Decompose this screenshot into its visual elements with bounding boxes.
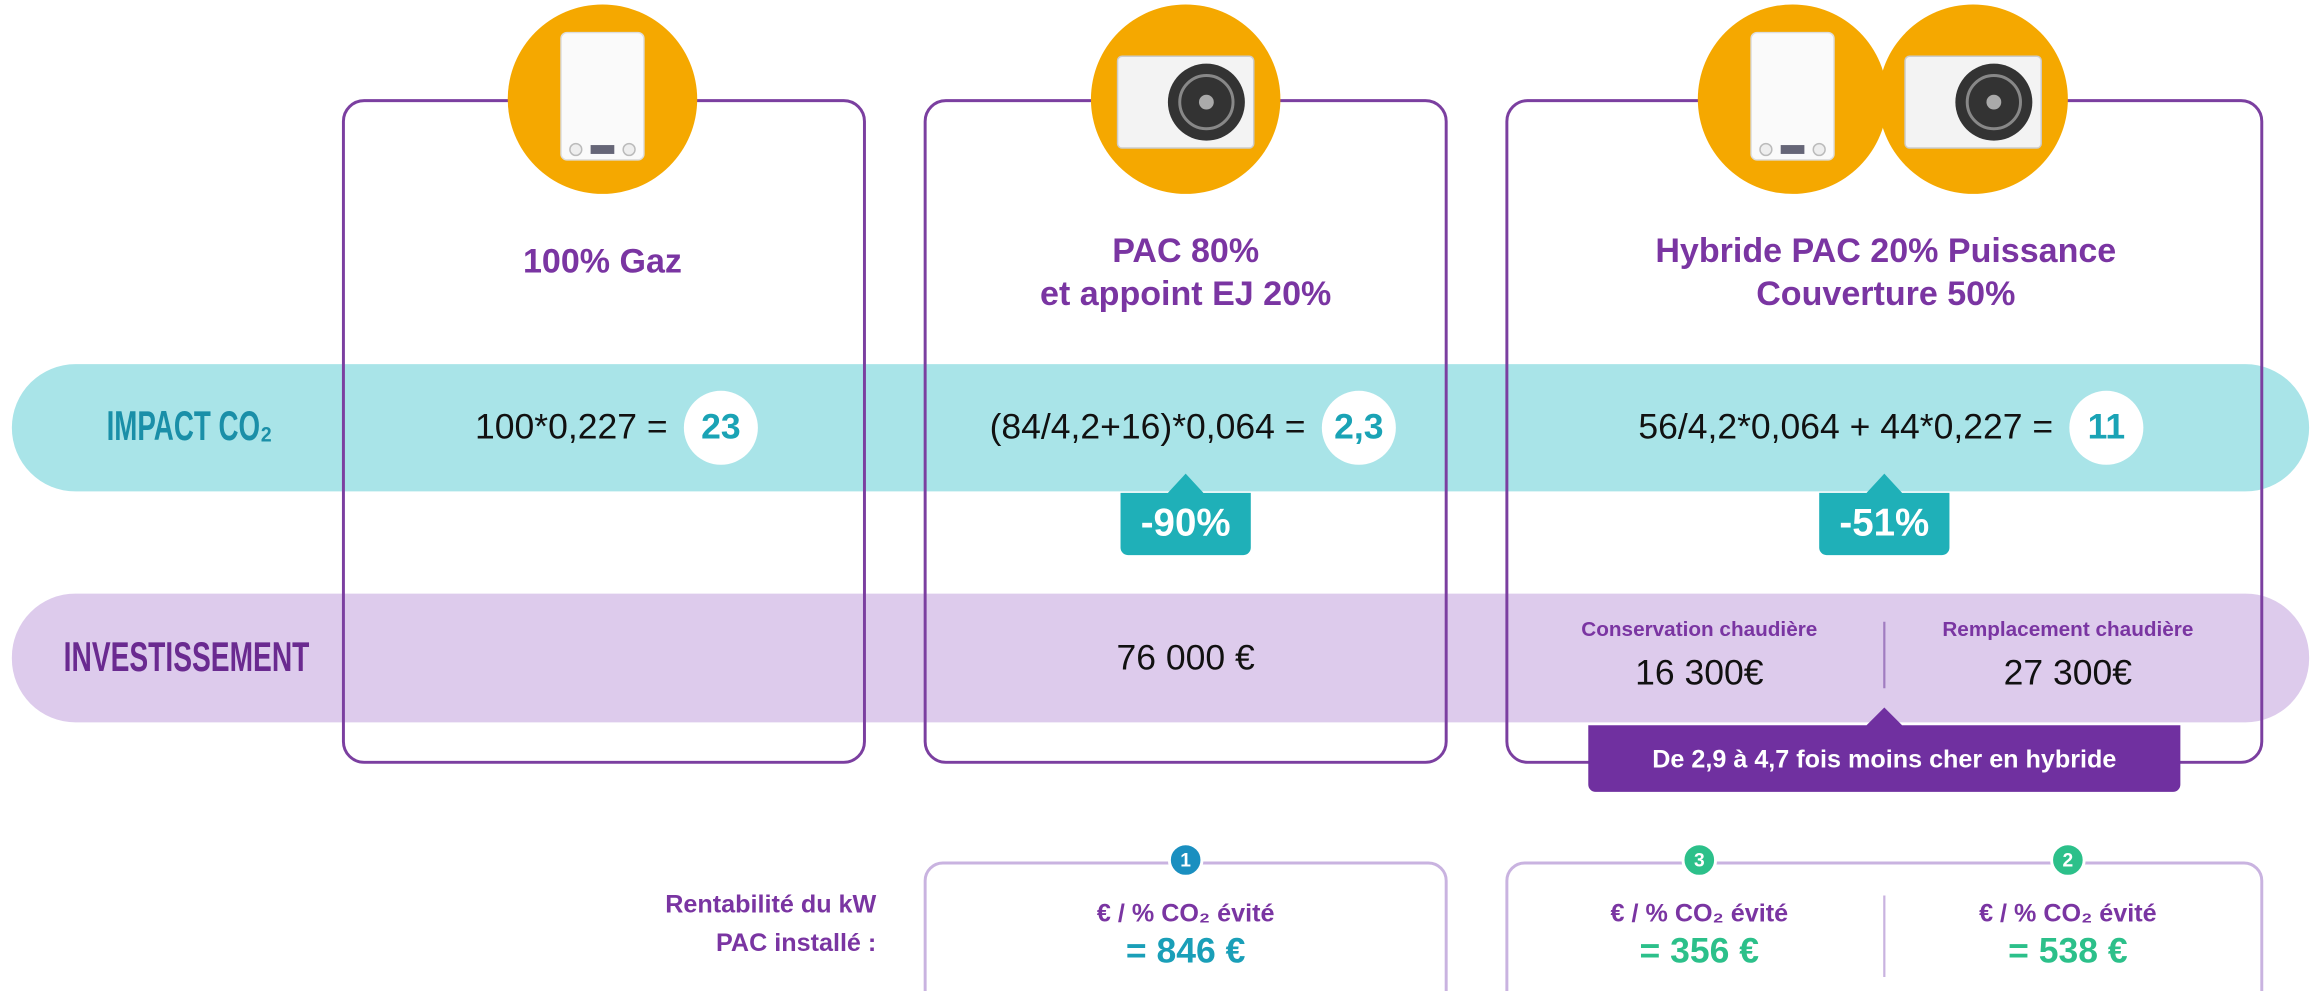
reduction: -90% (1141, 502, 1231, 545)
investment: 76 000 € (1117, 638, 1255, 678)
column-title: Hybride PAC 20% Puissance (1655, 232, 2116, 270)
boiler-display (1780, 145, 1805, 154)
rank-circle (1167, 842, 1204, 878)
rentability-box (1505, 861, 2264, 991)
rank: 3 (1694, 851, 1705, 872)
boiler-knob (569, 142, 583, 157)
rentability-label: € / % CO₂ évité (1097, 899, 1275, 927)
rentability-label: € / % CO₂ évité (1611, 899, 1789, 927)
formula: (84/4,2+16)*0,064 = (990, 407, 1306, 447)
result-circle (2069, 390, 2144, 465)
boiler-display (590, 145, 615, 154)
result: 11 (2088, 407, 2126, 447)
reduction: -51% (1839, 502, 1929, 545)
row-label: IMPACT CO₂ (107, 402, 273, 449)
rentability-value: = 538 € (2008, 931, 2128, 971)
option-value: 16 300€ (1635, 652, 1764, 692)
result-circle (1321, 390, 1396, 465)
option-label: Conservation chaudière (1581, 618, 1817, 641)
rank: 2 (2063, 851, 2074, 872)
rank-circle (2050, 842, 2086, 878)
rentability-heading: PAC installé : (716, 929, 876, 957)
pac-fan-grill (1178, 74, 1235, 131)
rentability-heading: Rentabilité du kW (665, 891, 876, 919)
result: 2,3 (1334, 407, 1383, 447)
column-title: Couverture 50% (1756, 275, 2015, 313)
note: De 2,9 à 4,7 fois moins cher en hybride (1652, 745, 2116, 773)
pac-fan-hub (1198, 94, 1214, 110)
boiler-knob (1812, 142, 1826, 157)
rentability-value: = 356 € (1640, 931, 1760, 971)
option-value: 27 300€ (2004, 652, 2133, 692)
option-label: Remplacement chaudière (1942, 618, 2193, 641)
column-title: PAC 80% (1112, 232, 1259, 270)
boiler-knob (1759, 142, 1773, 157)
investment-band (11, 593, 2310, 723)
column-title: 100% Gaz (523, 242, 682, 280)
formula: 56/4,2*0,064 + 44*0,227 = (1638, 407, 2053, 447)
boiler-knob (622, 142, 636, 157)
row-label: INVESTISSEMENT (64, 633, 310, 680)
boiler-icon (1750, 31, 1835, 161)
reduction-badge (1120, 473, 1251, 556)
result-circle (683, 390, 758, 465)
reduction-badge (1819, 473, 1950, 556)
boiler-icon (560, 31, 645, 161)
formula: 100*0,227 = (475, 407, 668, 447)
pac-fan-grill (1965, 74, 2022, 131)
note-banner (1588, 707, 2181, 792)
rentability-label: € / % CO₂ évité (1979, 899, 2157, 927)
column-title: et appoint EJ 20% (1040, 275, 1331, 313)
pac-fan-hub (1986, 94, 2002, 110)
co2-band (11, 364, 2310, 492)
rentability-value: = 846 € (1126, 931, 1246, 971)
rank-circle (1681, 842, 1718, 878)
rank: 1 (1180, 851, 1191, 872)
result: 23 (701, 407, 741, 447)
